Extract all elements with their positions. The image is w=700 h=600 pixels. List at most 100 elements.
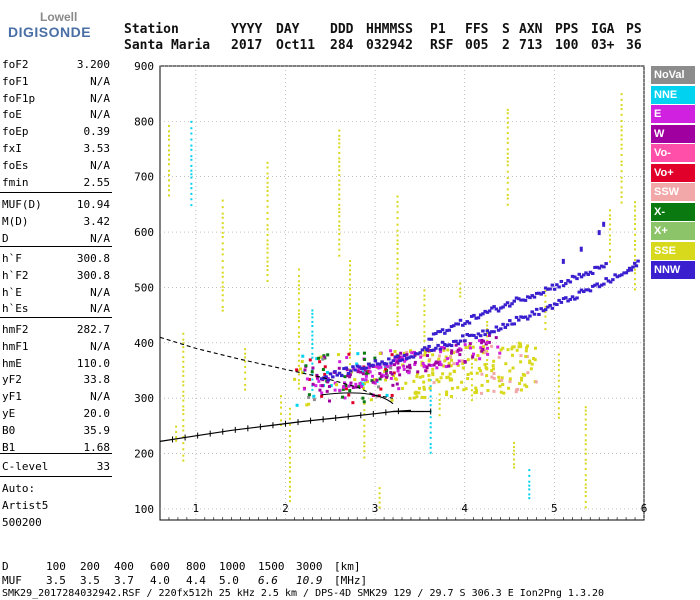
interference-dot	[266, 186, 269, 189]
echo-nnw-dot	[438, 347, 443, 351]
param-separator	[0, 476, 112, 477]
echo-cluster-dot	[370, 379, 374, 383]
echo-nnw-dot	[555, 303, 559, 307]
echo-w-dot	[318, 388, 322, 392]
echo-nnw-dot	[452, 339, 456, 343]
interference-dot	[634, 209, 637, 212]
echo-nnw-dot	[487, 331, 492, 335]
interference-dot	[557, 364, 560, 367]
echo-cluster-dot	[466, 377, 470, 381]
interference-dot	[221, 266, 224, 269]
echo-nnw-dot	[438, 330, 443, 334]
echo-nnw-dot	[337, 371, 342, 375]
echo-cluster-dot	[348, 389, 352, 393]
echo-w-dot	[346, 374, 350, 378]
interference-dot	[544, 311, 547, 314]
echo-w-dot	[370, 374, 374, 378]
echo-w-dot	[357, 366, 361, 370]
interference-dot	[338, 173, 341, 176]
interference-dot	[338, 254, 341, 257]
interference-dot	[506, 121, 509, 124]
echo-cluster-dot	[390, 353, 394, 357]
echo-nnw-dot	[454, 322, 458, 326]
interference-dot	[363, 402, 366, 405]
echo-nnw-dot	[378, 362, 382, 366]
echo-cluster-dot	[326, 353, 330, 357]
echo-nnw-dot	[568, 280, 573, 284]
param-ye: yE 20.0	[2, 407, 110, 424]
interference-dot	[584, 483, 587, 486]
echo-nnw-dot	[584, 288, 588, 292]
echo-nnw-dot	[634, 264, 639, 268]
echo-cluster-dot	[485, 374, 489, 378]
echo-cluster-dot	[301, 354, 305, 358]
interference-dot	[221, 248, 224, 251]
echo-cluster-dot	[308, 358, 312, 362]
echo-nnw-dot	[510, 322, 514, 326]
echo-w-dot	[341, 385, 345, 389]
echo-cluster-dot	[399, 351, 403, 355]
interference-dot	[349, 363, 352, 366]
interference-dot	[288, 450, 291, 453]
interference-dot	[349, 344, 352, 347]
param-value: 35.9	[83, 423, 111, 437]
echo-nnw-dot	[564, 296, 568, 300]
echo-cluster-dot	[449, 364, 453, 368]
interference-dot	[297, 313, 300, 316]
echo-w-dot	[398, 355, 402, 359]
legend-item-ssw: SSW	[651, 183, 695, 201]
param-value: N/A	[90, 91, 110, 105]
interference-dot	[459, 282, 462, 285]
echo-w-dot	[487, 333, 491, 337]
interference-dot	[280, 401, 282, 404]
echo-w-dot	[471, 352, 475, 356]
echo-cluster-dot	[415, 375, 419, 379]
echo-nnw-dot	[579, 288, 584, 292]
interference-dot	[557, 413, 560, 416]
interference-dot	[266, 251, 269, 254]
echo-nnw-dot	[541, 291, 546, 295]
echo-nnw-dot	[487, 309, 492, 313]
echo-w-dot	[377, 366, 381, 370]
interference-dot	[297, 364, 300, 367]
echo-nnw-dot	[530, 310, 534, 314]
echo-nnw-dot	[494, 307, 499, 311]
interference-dot	[620, 164, 623, 167]
interference-dot	[557, 359, 560, 362]
y-tick-label: 100	[134, 503, 154, 516]
echo-nnw-dot	[584, 271, 588, 275]
interference-dot	[429, 389, 432, 392]
y-tick-label: 800	[134, 115, 154, 128]
interference-dot	[190, 204, 193, 207]
echo-nnw-dot	[517, 318, 521, 322]
echo-w-dot	[396, 361, 400, 365]
interference-dot	[486, 332, 489, 335]
echo-cluster-dot	[386, 365, 390, 369]
echo-nnw-dot	[582, 290, 586, 294]
echo-nnw-dot	[483, 309, 487, 313]
echo-cluster-dot	[517, 341, 521, 345]
echo-cluster-dot	[449, 377, 453, 381]
interference-dot	[182, 459, 185, 462]
interference-dot	[557, 416, 560, 419]
interference-dot	[288, 435, 291, 438]
echo-cluster-dot	[300, 360, 304, 364]
param-label: h`E	[2, 285, 22, 299]
interference-dot	[311, 388, 314, 391]
echo-nnw-dot	[595, 265, 599, 269]
interference-dot	[338, 238, 341, 241]
interference-dot	[513, 458, 516, 461]
interference-dot	[190, 132, 193, 135]
echo-nnw-dot	[590, 271, 595, 275]
echo-nnw-dot	[472, 333, 476, 337]
echo-nnw-dot	[561, 284, 566, 288]
interference-dot	[486, 328, 489, 331]
echo-nnw-dot	[604, 262, 608, 266]
echo-cluster-dot	[351, 401, 355, 405]
echo-nnw-dot	[409, 355, 413, 359]
interference-dot	[438, 407, 441, 410]
echo-nnw-dot	[382, 362, 387, 366]
interference-dot	[396, 311, 399, 314]
echo-nnw-dot	[586, 288, 590, 292]
echo-cluster-dot	[451, 351, 455, 355]
